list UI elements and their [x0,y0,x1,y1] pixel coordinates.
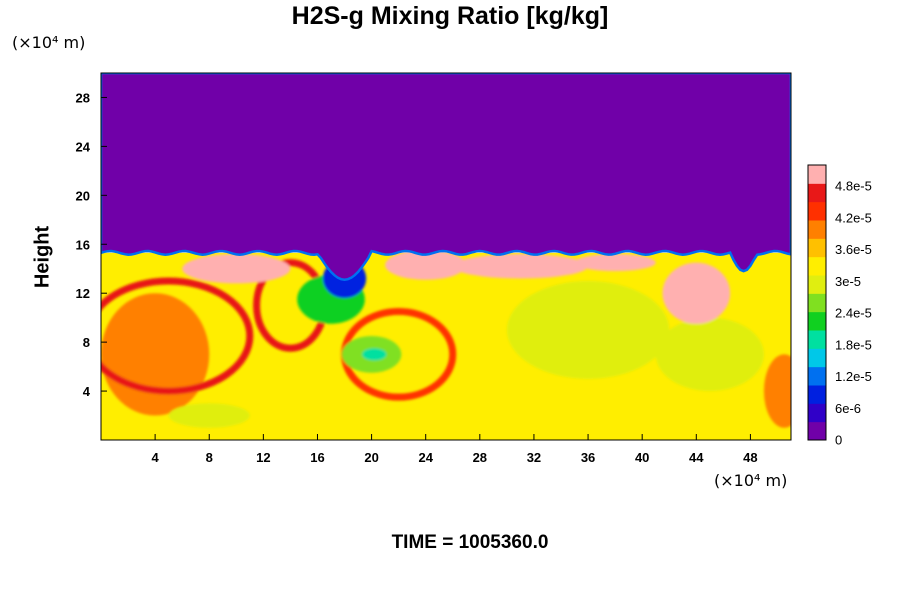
field-warm-patch [763,354,791,428]
colorbar-segment [808,348,826,368]
colorbar-tick-label: 1.2e-5 [835,369,872,384]
field-pink-blob [452,254,589,279]
colorbar-segment [808,183,826,203]
colorbar-segment [808,403,826,423]
x-tick-label: 20 [364,450,378,465]
colorbar-tick-label: 3e-5 [835,274,861,289]
colorbar-tick-label: 2.4e-5 [835,306,872,321]
colorbar-segment [808,366,826,386]
time-label: TIME = 1005360.0 [391,532,549,553]
upper-layer-field [101,73,791,281]
plot-frame [100,72,792,441]
colorbar-tick-label: 6e-6 [835,401,861,416]
x-tick-label: 28 [473,450,487,465]
colorbar-segment [808,256,826,276]
x-axis-ticks: 4 8 12 16 20 24 28 32 36 40 44 48 [152,434,758,465]
field-pink-blob [385,250,467,280]
colorbar-frame [807,164,827,441]
x-tick-label: 32 [527,450,541,465]
y-tick-label: 28 [76,90,90,105]
x-tick-label: 24 [418,450,433,465]
colorbar-tick-label: 4.8e-5 [835,179,872,194]
colorbar-tick-label: 3.6e-5 [835,242,872,257]
field-red-arc [101,277,254,395]
colorbar-tick-label: 1.8e-5 [835,337,872,352]
colorbar-segment [808,220,826,239]
colorbar-tick-label: 4.2e-5 [835,210,872,225]
field-warm-patch [101,293,210,416]
field-pink-blob [662,262,731,324]
chart-title: H2S-g Mixing Ratio [kg/kg] [291,2,609,30]
plot-area [101,73,791,440]
colorbar-segment [808,311,826,331]
colorbar-segment [808,293,826,313]
x-tick-label: 48 [743,450,757,465]
x-tick-label: 44 [689,450,704,465]
y-tick-label: 16 [76,237,90,252]
x-axis-unit: (×10⁴ m) [714,471,788,490]
x-tick-label: 12 [256,450,270,465]
colorbar-segment [808,385,826,404]
y-tick-label: 24 [76,139,91,154]
colorbar-segment [808,238,826,258]
y-axis-ticks: 4 8 12 16 20 24 28 [76,90,107,399]
field-pink-blob [182,254,291,284]
field-cyan-core [362,348,387,361]
feature-layer [101,250,791,428]
y-tick-label: 8 [83,335,90,350]
colorbar-segment [808,330,826,349]
x-tick-label: 8 [206,450,213,465]
x-tick-label: 36 [581,450,595,465]
x-tick-label: 40 [635,450,649,465]
y-tick-label: 20 [76,188,90,203]
field-green-patch [168,403,250,428]
colorbar-segment [808,421,826,441]
x-tick-label: 4 [152,450,160,465]
y-axis-unit: (×10⁴ m) [12,33,86,52]
y-tick-label: 12 [76,286,90,301]
colorbar-segment [808,165,826,184]
x-tick-label: 16 [310,450,324,465]
colorbar-segment [808,201,826,221]
colorbar: 0 6e-6 1.2e-5 1.8e-5 2.4e-5 3e-5 3.6e-5 4.2e-5 4… [807,164,872,448]
colorbar-tick-label: 0 [835,433,842,448]
field-green-patch [506,280,670,379]
colorbar-segment [808,275,826,294]
field-green-patch [655,317,764,392]
field-pink-blob [574,254,656,272]
y-tick-label: 4 [83,384,91,399]
